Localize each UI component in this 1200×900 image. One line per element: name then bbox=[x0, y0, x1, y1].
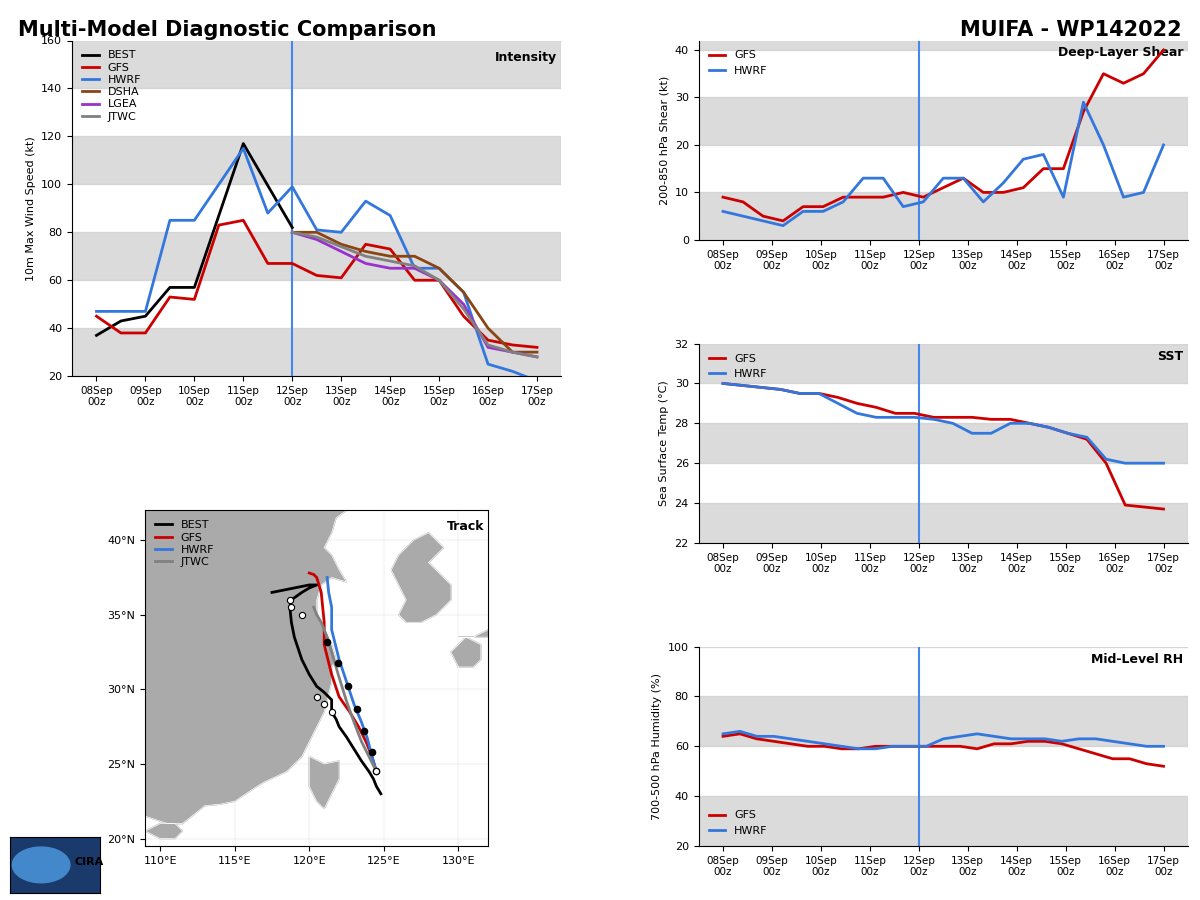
Point bbox=[367, 764, 386, 778]
Point bbox=[355, 724, 374, 738]
Bar bbox=[698, 97, 1188, 145]
Legend: GFS, HWRF: GFS, HWRF bbox=[704, 806, 772, 841]
Bar bbox=[698, 796, 1188, 846]
Text: SST: SST bbox=[1157, 349, 1183, 363]
Point bbox=[328, 655, 347, 670]
Text: MUIFA - WP142022: MUIFA - WP142022 bbox=[960, 20, 1182, 40]
Polygon shape bbox=[451, 637, 481, 667]
Y-axis label: 700-500 hPa Humidity (%): 700-500 hPa Humidity (%) bbox=[653, 673, 662, 820]
Polygon shape bbox=[391, 533, 451, 622]
Point bbox=[367, 764, 386, 778]
Y-axis label: Sea Surface Temp (°C): Sea Surface Temp (°C) bbox=[659, 381, 668, 506]
Text: Mid-Level RH: Mid-Level RH bbox=[1091, 652, 1183, 666]
Legend: GFS, HWRF: GFS, HWRF bbox=[704, 349, 772, 383]
Text: Deep-Layer Shear: Deep-Layer Shear bbox=[1057, 47, 1183, 59]
Bar bbox=[72, 328, 562, 376]
Point bbox=[362, 745, 382, 760]
Point bbox=[322, 705, 341, 719]
Legend: BEST, GFS, HWRF, JTWC: BEST, GFS, HWRF, JTWC bbox=[151, 516, 218, 572]
Text: CIRA: CIRA bbox=[74, 857, 103, 867]
Point bbox=[293, 608, 312, 622]
Bar bbox=[698, 636, 1188, 646]
Bar bbox=[698, 503, 1188, 543]
Bar bbox=[698, 697, 1188, 746]
Text: Multi-Model Diagnostic Comparison: Multi-Model Diagnostic Comparison bbox=[18, 20, 437, 40]
Point bbox=[282, 600, 301, 615]
Point bbox=[318, 634, 337, 649]
Point bbox=[307, 689, 326, 704]
Bar bbox=[698, 344, 1188, 383]
Bar bbox=[72, 232, 562, 280]
Legend: BEST, GFS, HWRF, DSHA, LGEA, JTWC: BEST, GFS, HWRF, DSHA, LGEA, JTWC bbox=[78, 46, 145, 126]
Point bbox=[314, 698, 334, 712]
Circle shape bbox=[12, 847, 70, 883]
Bar bbox=[72, 40, 562, 88]
Polygon shape bbox=[145, 824, 182, 839]
Point bbox=[338, 680, 358, 694]
Bar bbox=[698, 31, 1188, 50]
Polygon shape bbox=[145, 510, 347, 824]
Bar bbox=[72, 137, 562, 184]
Text: Track: Track bbox=[448, 520, 485, 534]
Bar bbox=[698, 423, 1188, 464]
Y-axis label: 200-850 hPa Shear (kt): 200-850 hPa Shear (kt) bbox=[659, 76, 670, 205]
Y-axis label: 10m Max Wind Speed (kt): 10m Max Wind Speed (kt) bbox=[25, 136, 36, 281]
Text: Intensity: Intensity bbox=[494, 50, 557, 64]
Point bbox=[348, 702, 367, 716]
Point bbox=[281, 593, 300, 608]
Polygon shape bbox=[310, 757, 340, 809]
Bar bbox=[698, 193, 1188, 240]
Polygon shape bbox=[458, 510, 630, 637]
Legend: GFS, HWRF: GFS, HWRF bbox=[704, 46, 772, 80]
